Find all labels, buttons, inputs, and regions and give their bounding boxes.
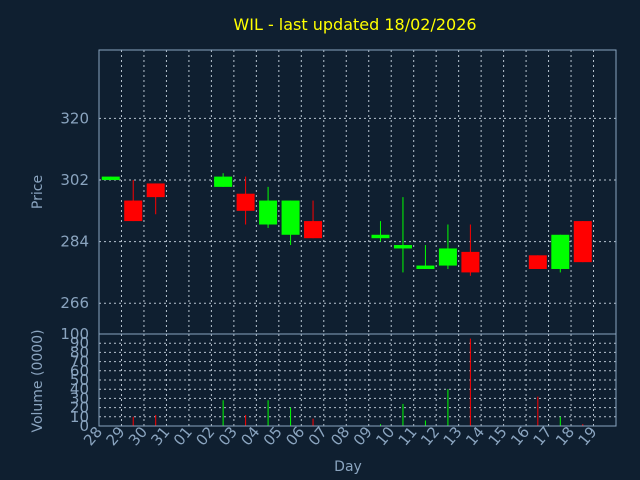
price-frame (98, 49, 617, 335)
volume-tick-label: 60 (70, 362, 89, 380)
candle-body (371, 234, 390, 239)
candle-body (281, 200, 300, 235)
volume-tick-label: 0 (79, 417, 89, 435)
price-axis-label: Price (30, 175, 46, 209)
volume-tick-label: 50 (70, 371, 89, 389)
volume-axis-label: Volume (0000) (30, 329, 46, 432)
day-tick-label: 31 (147, 423, 173, 449)
day-axis: 2829303101020304050607080910111213141516… (80, 423, 601, 449)
volume-tick-label: 40 (70, 380, 89, 398)
day-tick-label: 15 (485, 423, 511, 449)
day-tick-label: 30 (125, 423, 151, 449)
price-tick-label: 284 (60, 233, 89, 251)
day-tick-label: 02 (192, 423, 218, 449)
volume-tick-label: 20 (70, 399, 89, 417)
day-tick-label: 14 (462, 423, 488, 449)
volume-tick-label: 90 (70, 334, 89, 352)
day-tick-label: 10 (372, 423, 398, 449)
day-tick-label: 06 (282, 423, 308, 449)
day-tick-label: 29 (102, 423, 128, 449)
volume-tick-label: 10 (70, 408, 89, 426)
volume-tick-label: 70 (70, 353, 89, 371)
candle-body (101, 176, 120, 181)
volume-tick-label: 80 (70, 343, 89, 361)
day-axis-label: Day (334, 459, 362, 475)
price-tick-label: 320 (60, 109, 89, 127)
volume-tick-label: 100 (60, 325, 89, 343)
day-tick-label: 18 (552, 423, 578, 449)
day-tick-label: 17 (530, 423, 556, 449)
price-tick-label: 302 (60, 171, 89, 189)
day-tick-label: 03 (215, 423, 241, 449)
day-tick-label: 19 (575, 423, 601, 449)
candle-body (124, 200, 143, 222)
day-tick-label: 05 (260, 423, 286, 449)
candle-body (573, 221, 592, 263)
day-tick-label: 01 (170, 423, 196, 449)
day-tick-label: 16 (507, 423, 533, 449)
day-tick-label: 08 (327, 423, 353, 449)
candle-body (146, 183, 165, 198)
price-panel: 266 284 302 320 (60, 49, 617, 335)
candle-body (461, 251, 480, 273)
day-tick-label: 12 (417, 423, 443, 449)
candle-body (259, 200, 278, 225)
candle-body (551, 234, 570, 269)
volume-tick-label: 30 (70, 389, 89, 407)
price-tick-label: 266 (60, 294, 89, 312)
candle-body (528, 255, 547, 269)
candle-body (416, 265, 435, 269)
candle-body (214, 176, 233, 187)
day-tick-label: 07 (305, 423, 331, 449)
day-tick-label: 13 (440, 423, 466, 449)
volume-frame (98, 333, 617, 427)
candle-body (304, 221, 323, 239)
candle-body (438, 248, 457, 266)
candle-body (236, 193, 255, 211)
candle-body (393, 245, 412, 249)
day-tick-label: 04 (237, 423, 263, 449)
chart-title: WIL - last updated 18/02/2026 (233, 15, 476, 34)
day-tick-label: 11 (395, 423, 421, 449)
day-tick-label: 09 (350, 423, 376, 449)
